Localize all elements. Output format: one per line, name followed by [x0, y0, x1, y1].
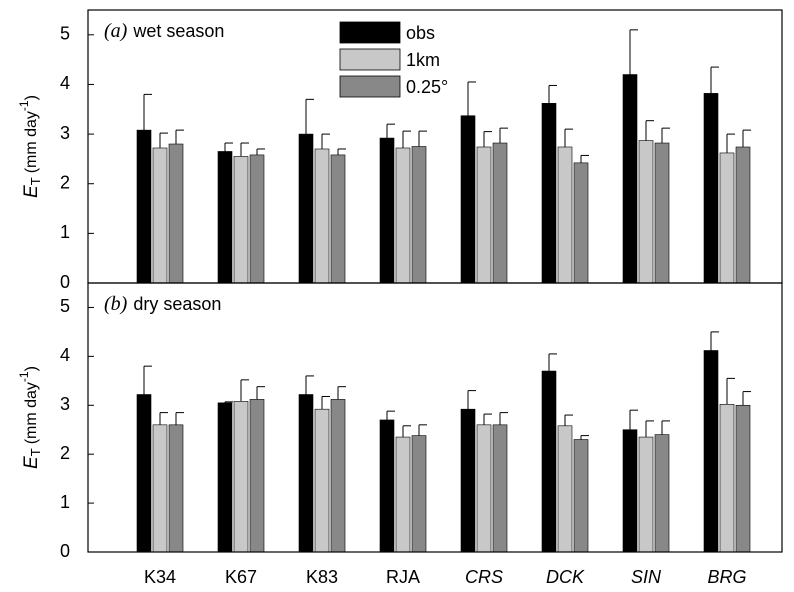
bar: [703, 93, 719, 284]
bar: [735, 146, 751, 284]
legend-label: obs: [406, 23, 435, 43]
bar: [411, 435, 427, 553]
bar: [622, 429, 638, 553]
y-tick-label: 2: [60, 443, 70, 463]
legend-swatch: [339, 21, 401, 44]
y-axis-label: ET (mm day-1): [17, 366, 43, 469]
y-axis-label: ET (mm day-1): [17, 95, 43, 198]
bar: [168, 424, 184, 553]
bar: [476, 424, 492, 553]
legend-label: 0.25°: [406, 77, 448, 97]
y-label-sup: -1: [17, 371, 31, 382]
bar: [217, 402, 233, 553]
bar: [298, 394, 314, 553]
bar: [330, 399, 346, 553]
bar: [638, 140, 654, 284]
y-label-symbol: E: [21, 185, 42, 198]
panel-letter: (b): [104, 293, 128, 315]
bar: [719, 152, 735, 284]
x-tick-label: K83: [306, 567, 338, 587]
y-tick-label: 5: [60, 24, 70, 44]
bar: [703, 350, 719, 553]
y-tick-label: 1: [60, 222, 70, 242]
bar: [152, 147, 168, 284]
bar: [557, 146, 573, 284]
y-label-sub: T: [28, 177, 43, 185]
y-tick-label: 0: [60, 541, 70, 561]
bar: [573, 439, 589, 553]
x-tick-label: RJA: [386, 567, 420, 587]
bar: [557, 425, 573, 553]
bar: [541, 103, 557, 284]
panel-name: wet season: [132, 21, 224, 41]
bar: [249, 154, 265, 284]
bar: [314, 148, 330, 284]
bar: [476, 146, 492, 284]
bar: [217, 151, 233, 284]
x-tick-label: K67: [225, 567, 257, 587]
bar: [654, 434, 670, 553]
bar: [314, 408, 330, 553]
bar: [330, 154, 346, 284]
legend-label: 1km: [406, 50, 440, 70]
legend-swatch: [339, 48, 401, 71]
plot-frame: [87, 282, 783, 553]
y-label-close: ): [23, 95, 40, 100]
y-label-symbol: E: [21, 456, 42, 469]
x-tick-label: DCK: [546, 567, 585, 587]
bar: [735, 404, 751, 553]
bar: [298, 133, 314, 284]
y-tick-label: 3: [60, 394, 70, 414]
bar: [492, 424, 508, 553]
bar: [136, 129, 152, 284]
y-label-close: ): [23, 366, 40, 371]
bar: [379, 419, 395, 553]
bar: [492, 142, 508, 284]
bar: [638, 436, 654, 553]
y-label-sup: -1: [17, 100, 31, 111]
y-tick-label: 0: [60, 272, 70, 292]
x-tick-label: CRS: [465, 567, 503, 587]
bar: [460, 408, 476, 553]
bar: [395, 436, 411, 553]
y-label-sub: T: [28, 448, 43, 456]
y-tick-label: 5: [60, 296, 70, 316]
y-tick-label: 2: [60, 172, 70, 192]
x-tick-label: SIN: [631, 567, 662, 587]
y-tick-label: 4: [60, 345, 70, 365]
bar: [460, 115, 476, 284]
bar: [395, 147, 411, 284]
bar: [541, 370, 557, 553]
bar: [411, 146, 427, 284]
y-label-unit: (mm day: [23, 382, 40, 444]
y-label-unit: (mm day: [23, 111, 40, 173]
bar: [379, 137, 395, 284]
panel-title: (a) wet season: [104, 20, 224, 42]
x-tick-label: BRG: [707, 567, 746, 587]
bar: [136, 394, 152, 553]
bar: [152, 424, 168, 553]
panel-name: dry season: [133, 294, 221, 314]
y-tick-label: 3: [60, 123, 70, 143]
bar: [654, 142, 670, 284]
y-tick-label: 1: [60, 492, 70, 512]
panel-letter: (a): [104, 20, 128, 42]
bar: [233, 156, 249, 284]
bar: [719, 403, 735, 553]
bar: [573, 162, 589, 284]
panel-title: (b) dry season: [104, 293, 221, 315]
bar: [622, 74, 638, 284]
y-tick-label: 4: [60, 73, 70, 93]
legend-swatch: [339, 75, 401, 98]
x-tick-label: K34: [144, 567, 176, 587]
bar: [168, 143, 184, 284]
bar: [249, 399, 265, 553]
bar: [233, 401, 249, 553]
